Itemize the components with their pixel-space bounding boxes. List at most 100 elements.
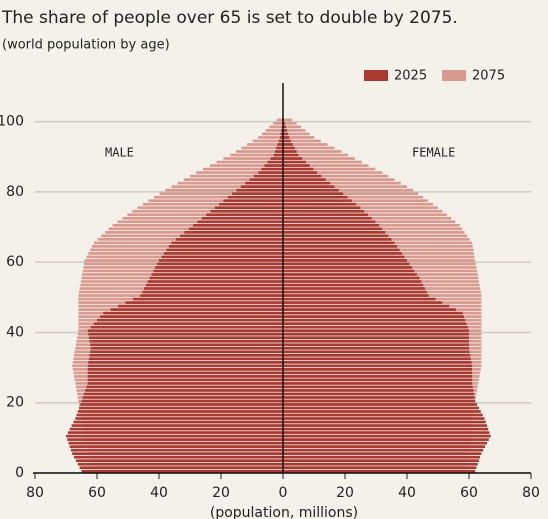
x-tick-label: 40: [150, 485, 168, 501]
x-tick-label: 20: [336, 485, 354, 501]
bar: [196, 171, 283, 174]
bar: [283, 462, 478, 466]
bar: [283, 167, 314, 171]
bar: [249, 178, 283, 181]
bar: [283, 385, 473, 389]
bar: [100, 315, 283, 318]
bar: [88, 357, 283, 361]
bar: [283, 438, 489, 441]
bar: [209, 164, 283, 167]
bar: [283, 153, 299, 157]
bar: [283, 378, 473, 382]
y-tick-label: 40: [6, 324, 24, 340]
bar: [283, 136, 314, 139]
bar: [97, 318, 283, 322]
bar: [81, 399, 283, 403]
bar: [283, 287, 425, 290]
bar: [86, 385, 284, 389]
bar: [283, 294, 429, 297]
bar: [283, 266, 412, 269]
bar: [283, 403, 478, 406]
bar: [283, 413, 483, 417]
bar: [171, 241, 283, 245]
bar: [283, 262, 410, 266]
legend-swatch: [442, 70, 466, 81]
bar: [154, 195, 283, 199]
bar: [283, 434, 491, 438]
bar: [93, 322, 284, 326]
bar: [253, 174, 283, 178]
bar: [283, 146, 335, 150]
bar: [159, 259, 283, 262]
bar: [283, 157, 303, 160]
bar: [283, 234, 389, 238]
bar: [283, 157, 355, 160]
bar: [241, 146, 283, 150]
bar: [283, 336, 469, 340]
bar: [283, 276, 420, 280]
bar: [283, 410, 481, 413]
bar: [232, 192, 283, 196]
bar: [283, 153, 349, 157]
bar: [283, 150, 342, 153]
bar: [283, 441, 487, 445]
bar: [283, 406, 479, 410]
bar: [258, 136, 283, 139]
bar: [87, 364, 283, 368]
bar: [77, 410, 283, 413]
bar: [283, 178, 395, 181]
bar: [90, 350, 284, 354]
bar: [283, 174, 389, 178]
bar: [142, 290, 283, 294]
bar: [283, 167, 376, 171]
bar: [283, 350, 470, 354]
bar: [219, 202, 283, 206]
bar: [184, 230, 283, 234]
bar: [230, 153, 283, 157]
bar: [283, 448, 484, 452]
bar: [283, 466, 477, 470]
bar: [74, 455, 283, 459]
bar: [283, 164, 369, 167]
bar: [227, 195, 283, 199]
legend-label: 2025: [394, 69, 427, 84]
bar: [273, 122, 283, 125]
legend-label: 2075: [472, 69, 505, 84]
bar: [82, 396, 284, 399]
x-tick-label: 80: [26, 485, 44, 501]
bar: [161, 255, 283, 259]
bar: [223, 199, 283, 203]
chart-subtitle: (world population by age): [2, 38, 170, 53]
bar: [283, 150, 297, 153]
bar: [283, 160, 306, 164]
bar: [283, 382, 473, 385]
bar: [283, 185, 407, 188]
bar: [163, 252, 283, 255]
bar: [193, 223, 283, 227]
bar: [149, 276, 283, 280]
bar: [283, 129, 288, 132]
bar: [283, 308, 456, 311]
bar: [261, 167, 283, 171]
bar: [283, 339, 469, 343]
bar: [283, 332, 469, 336]
bar: [127, 213, 283, 217]
bar: [283, 118, 293, 122]
bar: [283, 136, 290, 139]
bar: [283, 273, 417, 276]
bar: [283, 315, 465, 318]
bar: [85, 389, 283, 392]
bar: [151, 273, 283, 276]
bar: [265, 129, 283, 132]
bar: [283, 245, 398, 248]
bar: [132, 297, 283, 301]
y-tick-label: 80: [6, 184, 24, 200]
bar: [132, 209, 283, 213]
bar: [75, 417, 283, 420]
bar: [283, 325, 468, 329]
bar: [283, 417, 485, 420]
bar: [147, 280, 283, 283]
y-tick-label: 100: [0, 114, 24, 130]
left-label: MALE: [105, 146, 134, 160]
